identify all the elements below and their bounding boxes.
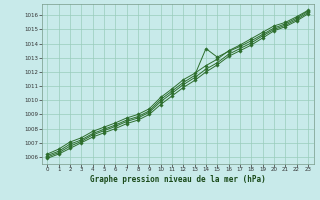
X-axis label: Graphe pression niveau de la mer (hPa): Graphe pression niveau de la mer (hPa) xyxy=(90,175,266,184)
